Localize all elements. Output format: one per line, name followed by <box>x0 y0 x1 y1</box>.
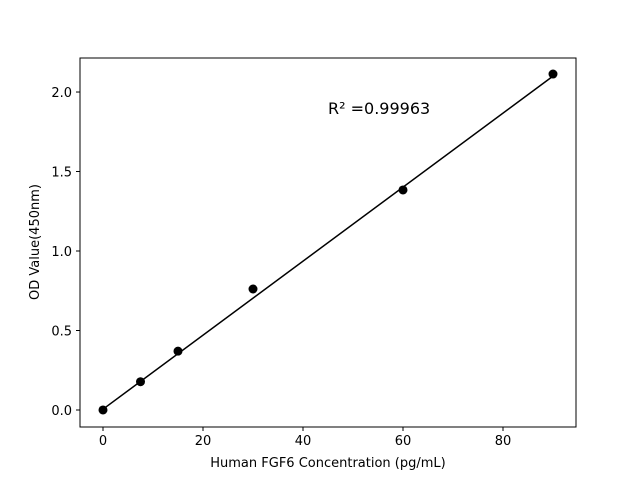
x-axis-label: Human FGF6 Concentration (pg/mL) <box>210 456 445 471</box>
y-tick-label: 1.0 <box>51 245 72 260</box>
x-tick-label: 40 <box>295 434 312 449</box>
x-tick-label: 80 <box>495 434 512 449</box>
data-point <box>548 69 558 79</box>
data-point <box>398 185 408 195</box>
y-tick-label: 1.5 <box>51 166 72 181</box>
y-axis-label: OD Value(450nm) <box>28 184 43 300</box>
r-squared-annotation: R² =0.99963 <box>328 99 430 118</box>
y-tick-label: 2.0 <box>51 86 72 101</box>
x-tick-label: 20 <box>195 434 212 449</box>
data-point <box>136 377 145 387</box>
data-point <box>248 284 258 294</box>
data-point <box>98 405 108 415</box>
y-tick-label: 0.0 <box>51 404 72 419</box>
y-tick-label: 0.5 <box>51 324 72 339</box>
data-point <box>173 346 183 356</box>
x-tick-label: 0 <box>99 434 107 449</box>
x-tick-label: 60 <box>395 434 412 449</box>
